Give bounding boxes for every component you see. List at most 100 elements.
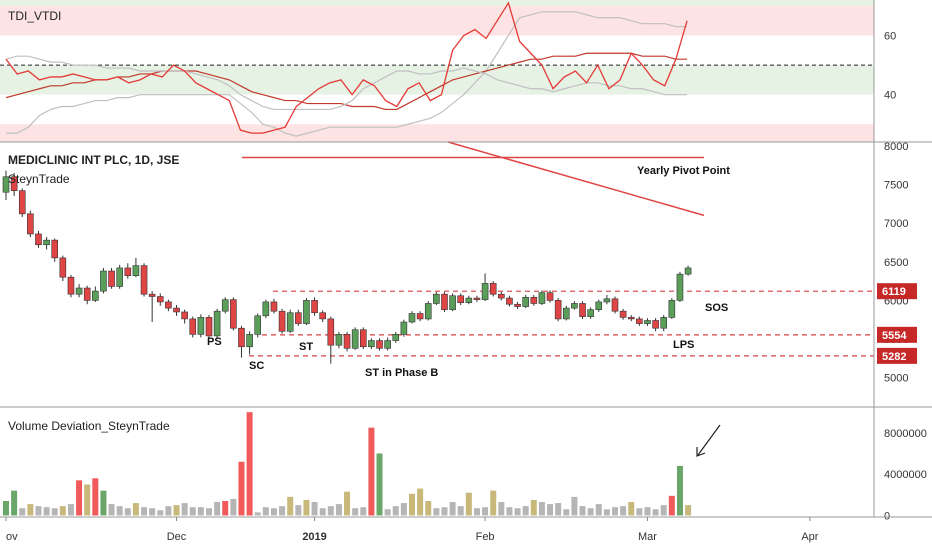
volume-tick-label: 4000000 bbox=[884, 469, 927, 481]
volume-bar bbox=[441, 507, 448, 516]
candle-body bbox=[173, 307, 180, 313]
volume-bar bbox=[498, 502, 505, 516]
volume-bar bbox=[173, 505, 180, 516]
time-tick-label: 2019 bbox=[302, 531, 326, 543]
candle-body bbox=[18, 190, 26, 215]
volume-bar bbox=[579, 506, 586, 516]
candle-body bbox=[75, 287, 83, 295]
volume-bar bbox=[43, 507, 50, 516]
volume-bar bbox=[352, 508, 359, 516]
volume-bar bbox=[473, 508, 480, 516]
tdi-band-1 bbox=[0, 65, 874, 95]
volume-bar bbox=[141, 507, 148, 516]
price-title: MEDICLINIC INT PLC, 1D, JSE bbox=[8, 153, 179, 167]
volume-bar bbox=[400, 503, 407, 516]
volume-tick-label: 8000000 bbox=[884, 428, 927, 440]
candle-body bbox=[181, 311, 188, 320]
candle-body bbox=[148, 293, 156, 297]
volume-bar bbox=[595, 504, 602, 516]
volume-bar bbox=[344, 491, 351, 516]
candle-body bbox=[343, 334, 351, 349]
volume-bar bbox=[206, 508, 212, 516]
volume-bar bbox=[27, 504, 34, 516]
volume-bar bbox=[197, 507, 204, 516]
candle-body bbox=[514, 303, 521, 307]
candle-body bbox=[587, 309, 594, 317]
volume-bar bbox=[571, 496, 578, 516]
volume-bar bbox=[563, 509, 570, 516]
candle-body bbox=[51, 239, 59, 259]
candle-body bbox=[165, 301, 172, 309]
volume-bar bbox=[230, 498, 237, 516]
candle-body bbox=[319, 312, 326, 320]
volume-bar bbox=[636, 508, 643, 516]
tdi-series-line-0 bbox=[6, 11, 688, 137]
volume-bar bbox=[319, 508, 326, 516]
candle-body bbox=[481, 283, 489, 300]
candle-body bbox=[295, 312, 302, 324]
level-tag-bg bbox=[877, 326, 917, 343]
candle-body bbox=[376, 340, 383, 349]
volume-bar bbox=[433, 508, 440, 516]
volume-bar bbox=[84, 484, 91, 516]
candle-body bbox=[595, 301, 603, 310]
price-subtitle: SteynTrade bbox=[8, 172, 70, 186]
volume-bar bbox=[214, 502, 221, 516]
volume-bar bbox=[587, 508, 594, 516]
volume-bar bbox=[555, 503, 562, 516]
candle-body bbox=[83, 287, 91, 301]
volume-bar bbox=[262, 507, 269, 516]
candle-body bbox=[562, 307, 570, 320]
candle-body bbox=[652, 320, 659, 329]
level-tag-label: 5282 bbox=[882, 351, 906, 363]
candle-body bbox=[416, 313, 424, 320]
candle-body bbox=[538, 292, 546, 304]
volume-bar bbox=[603, 509, 610, 516]
candle-body bbox=[676, 273, 684, 301]
volume-bar bbox=[335, 504, 342, 516]
volume-tick-label: 0 bbox=[884, 510, 890, 522]
volume-bar bbox=[409, 493, 415, 516]
candle-body bbox=[327, 318, 335, 346]
volume-bar bbox=[287, 496, 294, 516]
volume-bar bbox=[417, 488, 424, 516]
candle-body bbox=[100, 270, 107, 292]
volume-bar bbox=[668, 495, 675, 516]
tdi-band-3 bbox=[0, 0, 874, 6]
volume-bar bbox=[612, 507, 618, 516]
volume-bar bbox=[108, 504, 115, 516]
annotation-st-phase-b: ST in Phase B bbox=[365, 367, 438, 379]
volume-bar bbox=[685, 505, 692, 516]
candle-body bbox=[530, 296, 538, 304]
volume-bar bbox=[279, 506, 286, 516]
volume-bar bbox=[246, 412, 253, 516]
level-tag-bg bbox=[877, 283, 917, 300]
price-tick-label: 5000 bbox=[884, 373, 908, 385]
volume-bar bbox=[157, 510, 164, 516]
candle-body bbox=[433, 293, 440, 304]
candle-body bbox=[189, 318, 197, 335]
volume-bar bbox=[506, 507, 513, 516]
price-tick-label: 6500 bbox=[884, 257, 908, 269]
volume-bar bbox=[482, 507, 489, 516]
arrow-head bbox=[696, 447, 706, 457]
candle-body bbox=[132, 265, 140, 276]
volume-bar bbox=[644, 507, 651, 516]
candle-body bbox=[603, 298, 611, 303]
volume-bar bbox=[620, 506, 627, 516]
volume-bar bbox=[376, 453, 383, 516]
time-tick-label: Dec bbox=[167, 531, 187, 543]
candle-body bbox=[644, 320, 651, 324]
annotation-sc: SC bbox=[249, 360, 264, 372]
candle-body bbox=[238, 327, 245, 348]
candle-body bbox=[303, 300, 310, 324]
candle-body bbox=[636, 318, 643, 324]
tdi-series-line-3 bbox=[5, 1, 688, 134]
candle-body bbox=[246, 334, 253, 348]
tdi-series-line-2 bbox=[5, 55, 688, 111]
candle-body bbox=[441, 293, 448, 310]
candle-body bbox=[27, 213, 34, 235]
candle-body bbox=[35, 233, 42, 246]
candle-body bbox=[140, 265, 148, 295]
annotation-sos: SOS bbox=[705, 302, 728, 314]
